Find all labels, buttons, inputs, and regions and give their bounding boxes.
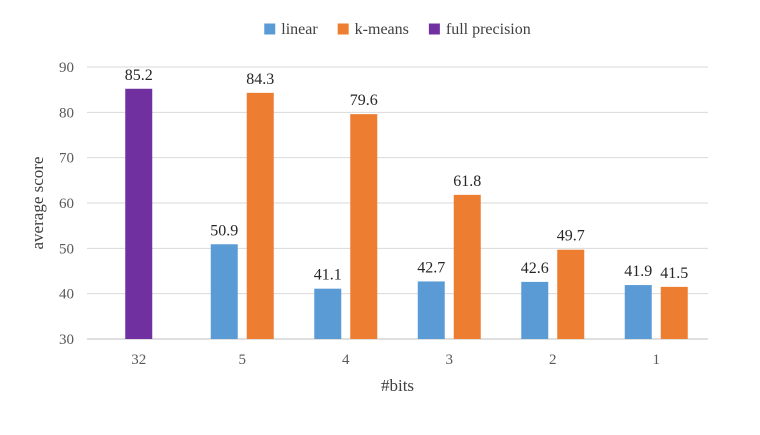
gridlines	[87, 66, 708, 340]
legend: linear k-means full precision	[264, 21, 531, 38]
data-label: 85.2	[125, 67, 153, 84]
y-tick-label: 70	[59, 151, 74, 167]
y-tick-label: 90	[59, 60, 74, 76]
bar-linear-5	[210, 244, 238, 339]
data-labels: 85.2 50.9 84.3 41.1 79.6 42.7 61.8 42.6 49.7 41.9…	[125, 67, 689, 284]
data-label: 41.1	[314, 267, 342, 284]
bar-linear-4	[314, 288, 342, 339]
bar-k-means-2	[557, 249, 585, 339]
x-tick-label: 2	[549, 352, 557, 368]
legend-item-linear: linear	[264, 21, 318, 38]
y-tick-label: 30	[59, 332, 74, 348]
x-tick-label: 3	[446, 352, 454, 368]
y-axis-title: average score	[28, 157, 47, 250]
x-axis-title: #bits	[381, 376, 414, 395]
y-tick-label: 80	[59, 105, 74, 121]
y-tick-label: 60	[59, 196, 74, 212]
y-tick-label: 40	[59, 287, 74, 303]
legend-label: k-means	[355, 21, 409, 38]
x-axis-ticks: 32 5 4 3 2 1	[131, 352, 660, 368]
legend-label: linear	[281, 21, 318, 38]
data-label: 50.9	[210, 222, 238, 239]
y-axis-ticks: 30 40 50 60 70 80 90	[59, 60, 74, 348]
legend-swatch	[264, 23, 276, 35]
bar-k-means-5	[246, 92, 274, 339]
data-label: 42.6	[521, 260, 549, 277]
y-tick-label: 50	[59, 241, 74, 257]
bar-k-means-4	[350, 114, 378, 339]
legend-swatch	[428, 23, 440, 35]
legend-item-k-means: k-means	[337, 21, 409, 38]
bar-linear-2	[521, 281, 549, 339]
legend-item-full-precision: full precision	[428, 21, 531, 38]
bar-k-means-1	[660, 286, 688, 339]
bar-linear-3	[417, 281, 445, 339]
x-tick-label: 1	[653, 352, 661, 368]
x-tick-label: 5	[239, 352, 247, 368]
x-tick-label: 32	[131, 352, 146, 368]
data-label: 84.3	[246, 71, 274, 88]
data-label: 42.7	[417, 259, 445, 276]
bars	[125, 88, 688, 339]
data-label: 49.7	[557, 228, 585, 245]
data-label: 61.8	[453, 173, 481, 190]
legend-swatch	[337, 23, 349, 35]
legend-label: full precision	[446, 21, 531, 38]
data-label: 79.6	[350, 92, 378, 109]
bar-full-precision-32	[125, 88, 153, 339]
x-tick-label: 4	[342, 352, 350, 368]
data-label: 41.5	[660, 265, 688, 282]
bar-k-means-3	[453, 194, 481, 339]
bar-linear-1	[624, 285, 652, 339]
data-label: 41.9	[624, 263, 652, 280]
